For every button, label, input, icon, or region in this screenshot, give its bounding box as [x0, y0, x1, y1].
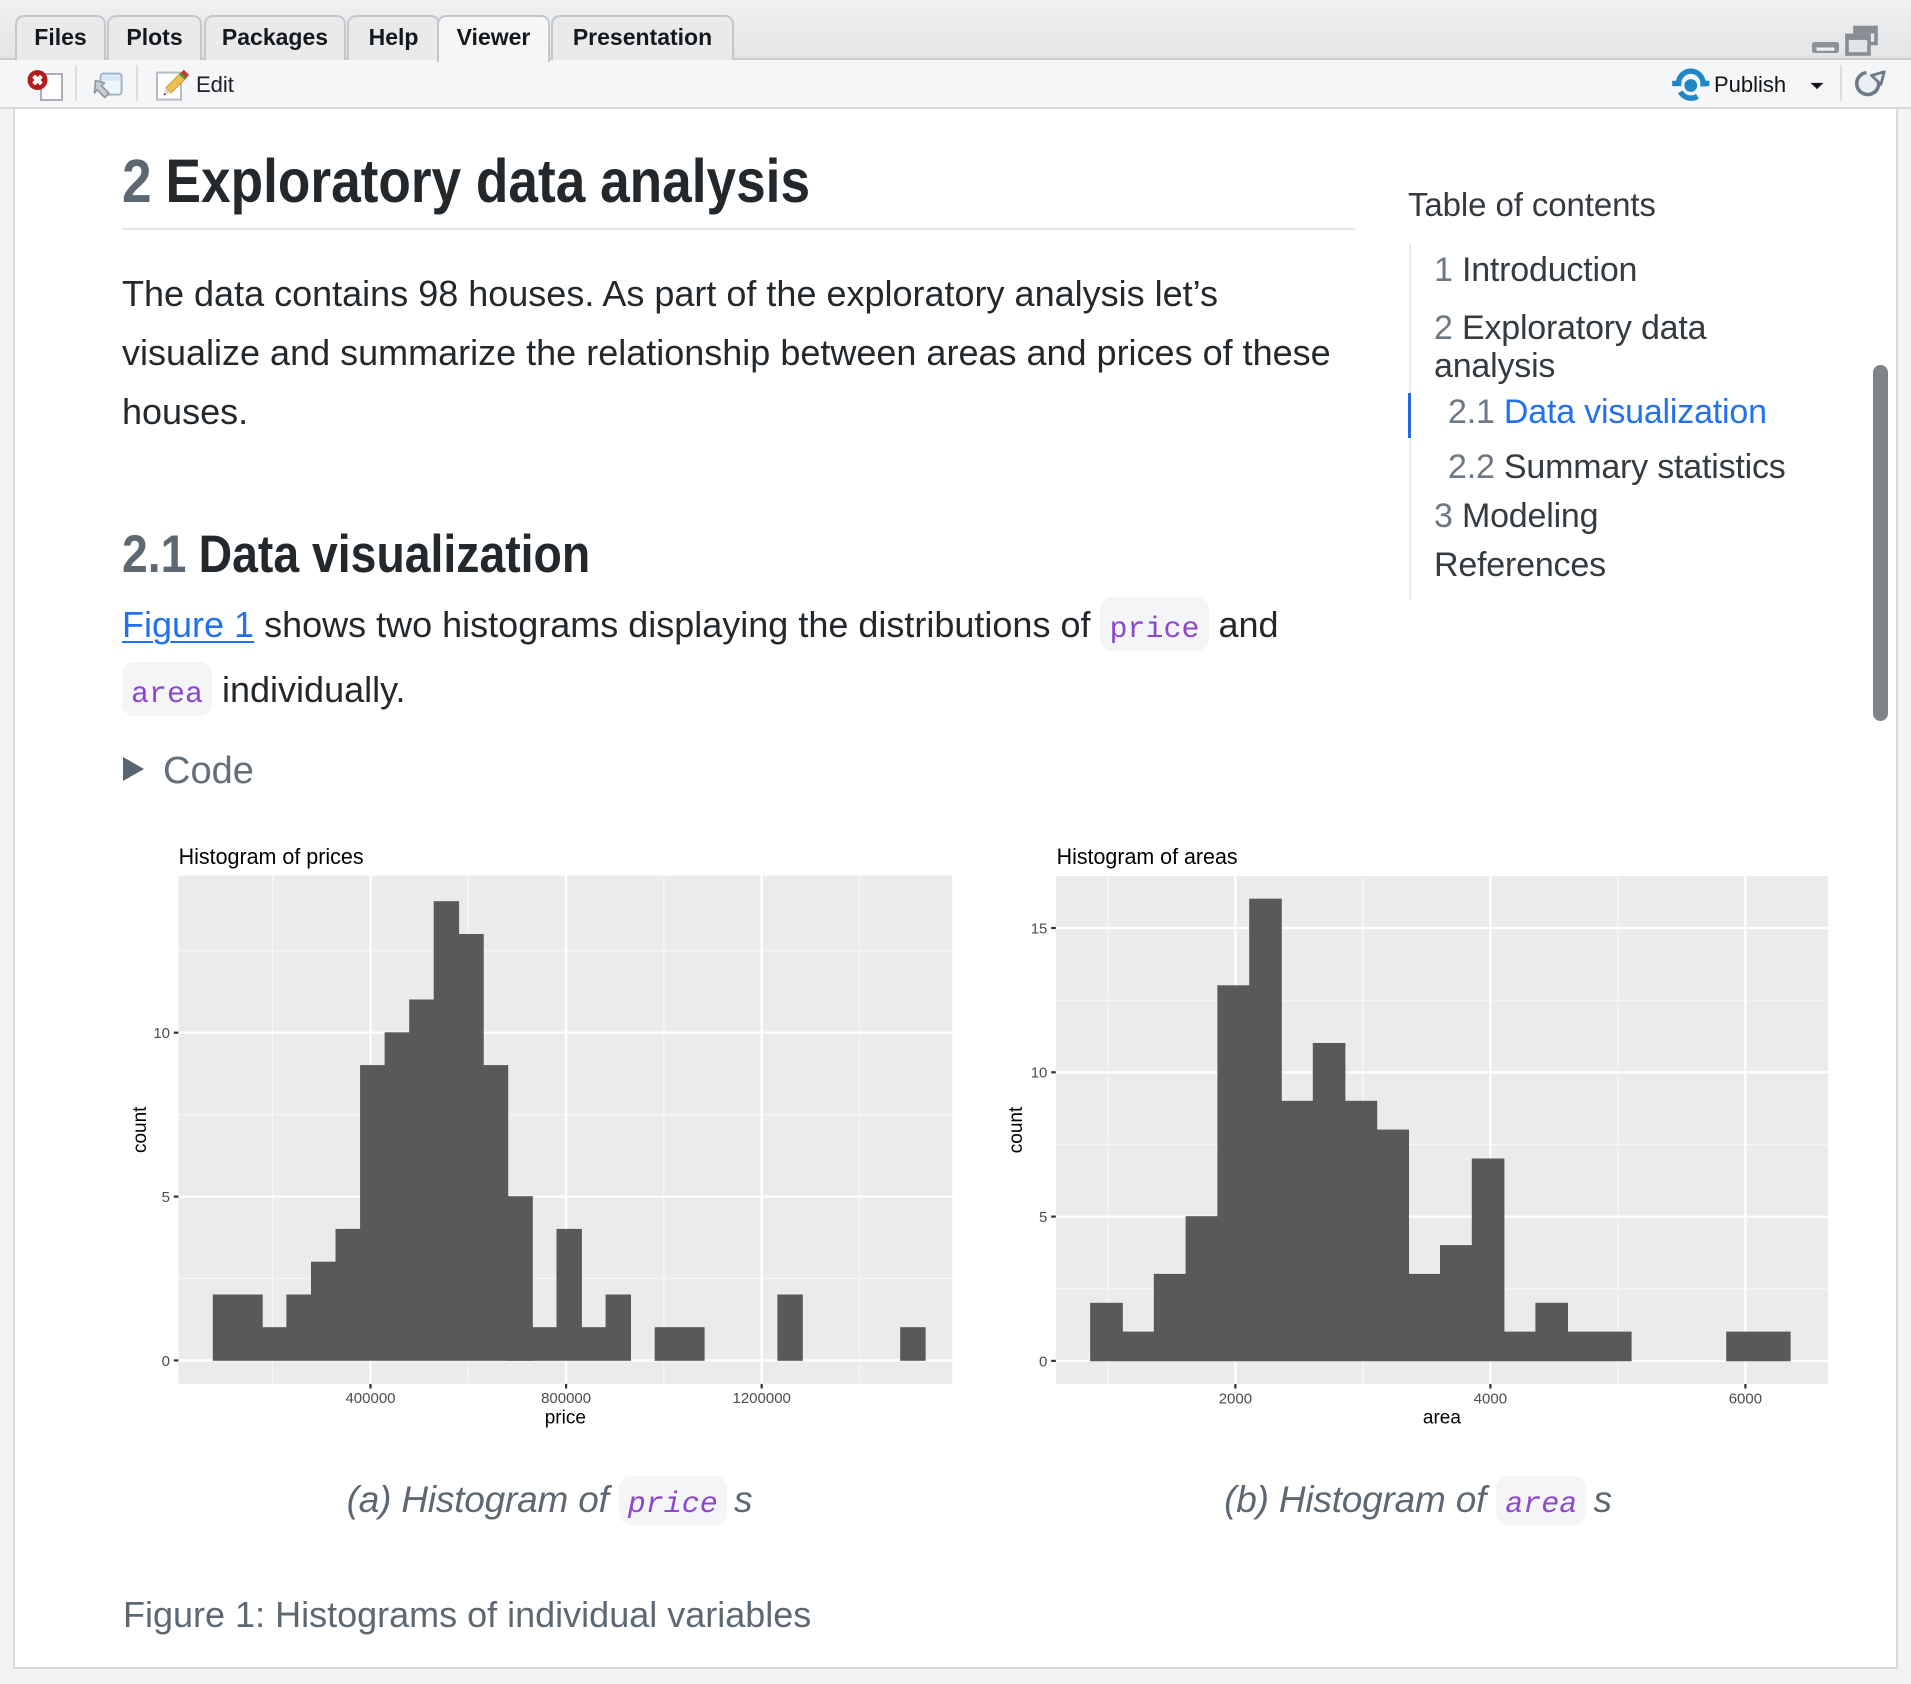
svg-text:5: 5 — [162, 1189, 170, 1206]
svg-text:10: 10 — [153, 1025, 170, 1042]
svg-text:800000: 800000 — [541, 1390, 591, 1407]
svg-text:price: price — [545, 1408, 586, 1429]
svg-text:Histogram of areas: Histogram of areas — [1057, 844, 1238, 869]
svg-text:0: 0 — [162, 1353, 170, 1370]
svg-text:1200000: 1200000 — [732, 1390, 790, 1407]
svg-text:Histogram of prices: Histogram of prices — [179, 844, 364, 869]
svg-text:area: area — [1423, 1408, 1461, 1429]
svg-text:10: 10 — [1031, 1065, 1048, 1082]
svg-text:count: count — [1006, 1106, 1027, 1153]
svg-text:0: 0 — [1039, 1353, 1047, 1370]
svg-text:4000: 4000 — [1474, 1390, 1507, 1407]
svg-text:2000: 2000 — [1219, 1390, 1252, 1407]
svg-text:count: count — [130, 1106, 151, 1153]
svg-text:5: 5 — [1039, 1209, 1047, 1226]
svg-text:6000: 6000 — [1729, 1390, 1762, 1407]
svg-text:15: 15 — [1031, 920, 1048, 937]
svg-text:400000: 400000 — [345, 1390, 395, 1407]
